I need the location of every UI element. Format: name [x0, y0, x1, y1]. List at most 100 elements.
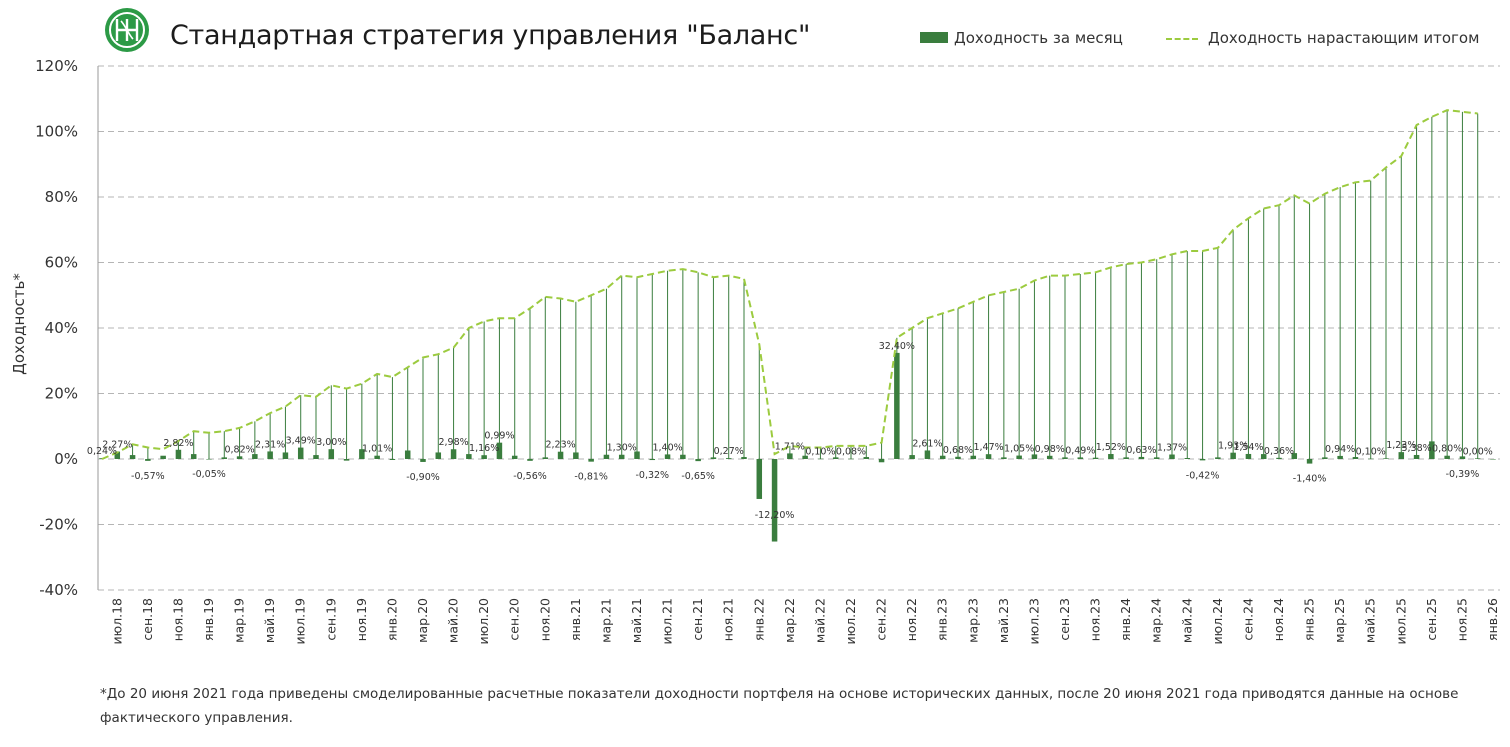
monthly-bar: [435, 452, 442, 459]
x-tick-label: июл.19: [293, 598, 308, 645]
monthly-bar: [1474, 458, 1481, 459]
monthly-bar: [282, 452, 289, 459]
monthly-bar: [1276, 457, 1282, 459]
monthly-bar: [1230, 452, 1236, 459]
x-tick-label: ноя.21: [721, 598, 736, 641]
x-tick-label: июл.22: [843, 598, 858, 645]
x-tick-label: янв.24: [1118, 598, 1133, 641]
x-tick-label: ноя.25: [1454, 598, 1469, 641]
y-tick-label: 80%: [45, 188, 78, 206]
data-label: 0,82%: [224, 444, 254, 455]
x-tick-label: ноя.24: [1271, 598, 1286, 641]
x-tick-label: июл.21: [660, 598, 675, 645]
x-tick-label: янв.22: [751, 598, 766, 641]
monthly-bar: [741, 457, 747, 459]
gridlines: [97, 65, 1500, 591]
data-label: 1,71%: [775, 441, 805, 452]
x-tick-label: июл.25: [1393, 598, 1408, 645]
monthly-bar: [1245, 453, 1252, 459]
monthly-bar: [863, 457, 870, 459]
monthly-bar: [1153, 457, 1160, 459]
x-tick-label: ноя.22: [904, 598, 919, 641]
x-tick-label: май.19: [262, 598, 277, 643]
monthly-bar: [297, 447, 304, 459]
monthly-bar: [1092, 457, 1099, 459]
x-tick-label: май.23: [996, 598, 1011, 643]
x-tick-label: янв.19: [201, 598, 216, 641]
data-label: 2,82%: [163, 438, 193, 449]
monthly-bar: [557, 451, 564, 459]
monthly-bar: [175, 449, 182, 459]
monthly-bar: [267, 451, 273, 459]
monthly-bar: [206, 459, 212, 460]
data-label: 1,16%: [469, 443, 499, 454]
monthly-bar: [1046, 455, 1053, 459]
x-tick-label: сен.25: [1424, 598, 1439, 641]
data-label: 1,37%: [1157, 443, 1187, 454]
x-tick-label: мар.25: [1332, 598, 1347, 643]
monthly-bar: [236, 456, 243, 459]
monthly-bar: [588, 459, 594, 462]
monthly-bar: [1169, 454, 1175, 459]
data-label: 2,61%: [912, 438, 942, 449]
x-tick-label: май.25: [1363, 598, 1378, 643]
cumulative-line-path: [101, 109, 1478, 460]
monthly-bar: [1337, 455, 1343, 459]
y-tick-label: 20%: [45, 385, 78, 403]
monthly-bar: [1291, 453, 1298, 459]
monthly-bar: [190, 454, 197, 459]
x-tick-label: янв.25: [1302, 598, 1317, 641]
monthly-bar: [618, 454, 625, 459]
drop-lines: [132, 110, 1479, 459]
monthly-bar: [573, 452, 579, 459]
data-label: 0,68%: [943, 445, 973, 456]
monthly-bar: [1444, 455, 1450, 459]
monthly-bar: [695, 459, 701, 462]
data-label: 2,98%: [438, 437, 468, 448]
monthly-bar: [1306, 459, 1313, 464]
data-label: 1,23%: [1386, 440, 1416, 451]
monthly-bar: [1123, 457, 1129, 459]
monthly-bar: [374, 455, 380, 459]
monthly-bar: [542, 457, 549, 459]
monthly-bar: [1459, 456, 1466, 459]
y-tick-label: 40%: [45, 319, 78, 337]
x-tick-label: янв.23: [935, 598, 950, 641]
footnote: *До 20 июня 2021 года приведены смоделир…: [100, 686, 1459, 726]
x-tick-label: янв.20: [384, 598, 399, 641]
x-tick-label: ноя.23: [1088, 598, 1103, 641]
monthly-bar: [894, 352, 900, 459]
monthly-bar: [802, 455, 808, 459]
monthly-bar: [145, 459, 151, 461]
x-tick-label: сен.18: [140, 598, 155, 641]
x-tick-label: мар.22: [782, 598, 797, 643]
monthly-bar: [1016, 455, 1022, 459]
monthly-bar: [1429, 441, 1435, 459]
data-label: 1,47%: [973, 442, 1003, 453]
monthly-bars: [99, 352, 1496, 542]
monthly-bar: [359, 449, 365, 459]
monthly-bar: [939, 455, 946, 459]
monthly-bar: [787, 453, 793, 459]
monthly-bar: [924, 450, 931, 459]
y-tick-label: 100%: [35, 123, 78, 141]
data-label: 0,27%: [714, 446, 744, 457]
data-label: 0,36%: [1264, 446, 1294, 457]
monthly-bar: [1077, 457, 1084, 459]
y-tick-label: -20%: [39, 516, 78, 534]
y-tick-label: 60%: [45, 254, 78, 272]
monthly-bar: [1184, 458, 1191, 459]
y-tick-label: 0%: [54, 450, 78, 468]
x-tick-label: май.21: [629, 598, 644, 643]
monthly-bar: [481, 455, 487, 459]
x-tick-label: май.22: [812, 598, 827, 643]
monthly-bar: [985, 454, 992, 459]
monthly-bar: [725, 458, 732, 459]
monthly-bar: [221, 457, 228, 459]
data-label: -0,56%: [513, 471, 547, 482]
y-tick-label: 120%: [35, 57, 78, 75]
x-tick-label: мар.20: [415, 598, 430, 643]
data-labels: 0,24%2,27% -0,57% 2,82% -0,05% 0,82% 2,31% 3,4…: [87, 341, 1493, 521]
monthly-bar: [313, 455, 319, 459]
data-label: 1,05%: [1004, 444, 1034, 455]
